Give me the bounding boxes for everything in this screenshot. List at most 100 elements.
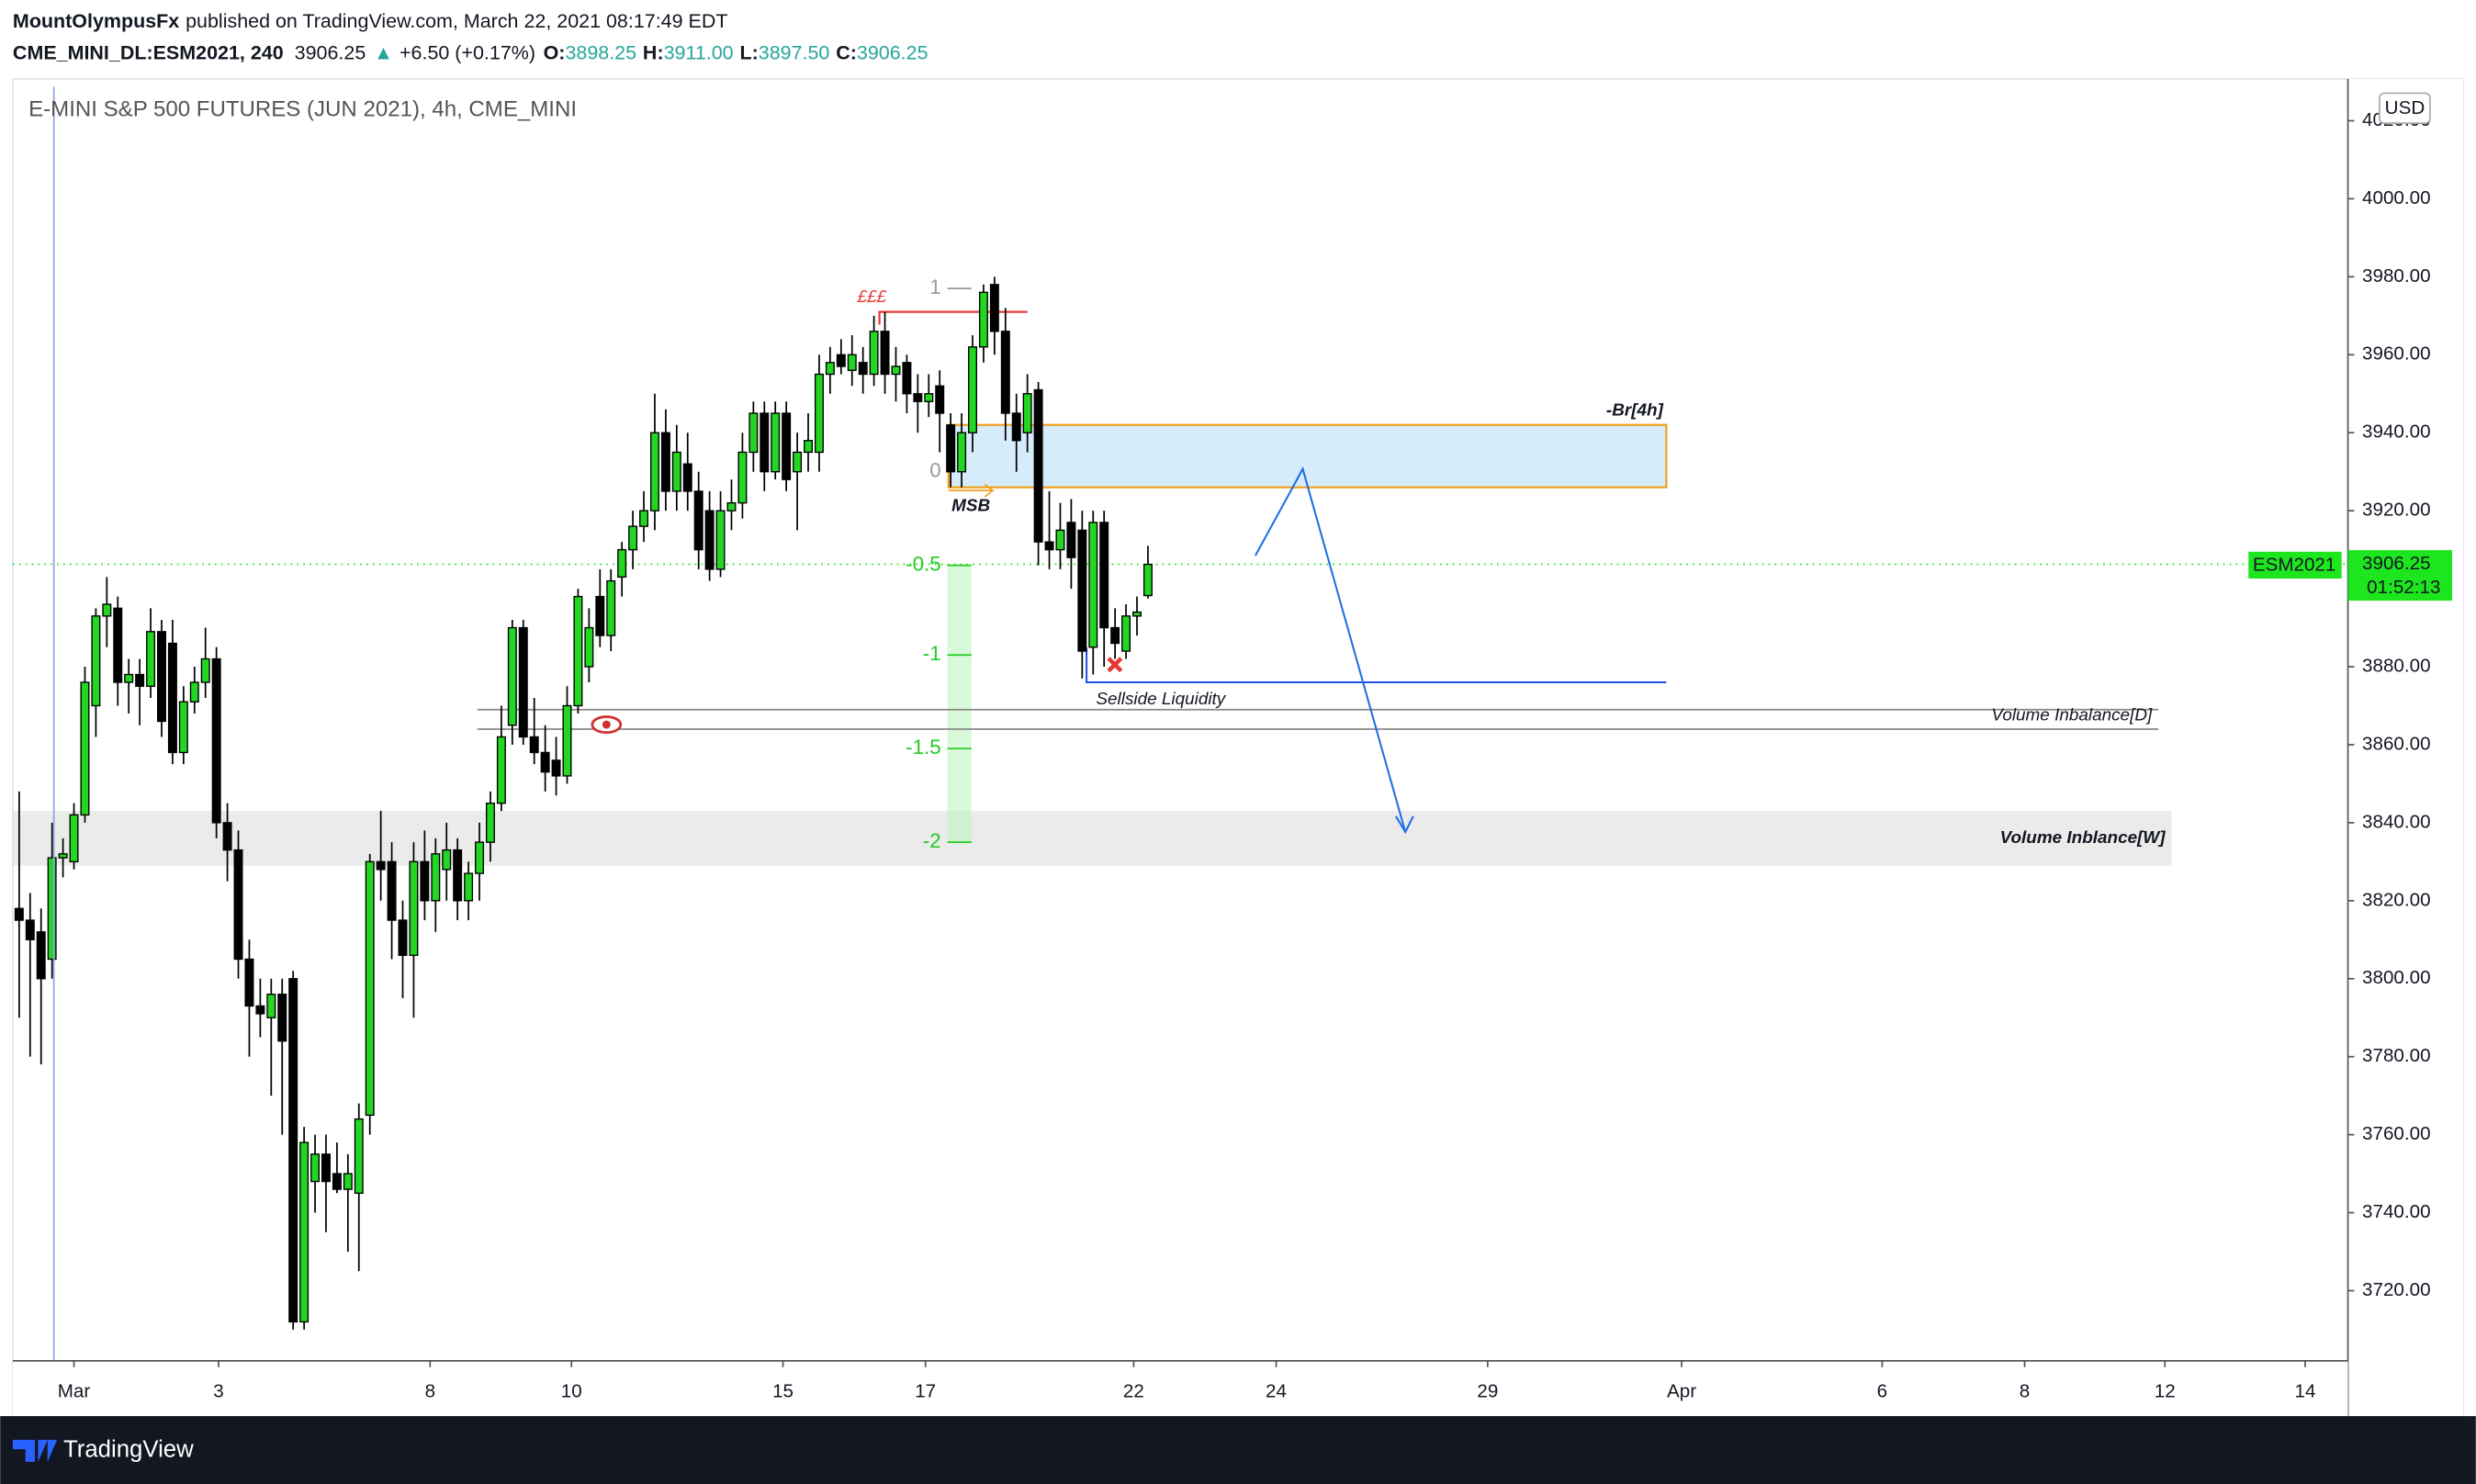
ohlc-value: 3897.50 (759, 41, 830, 63)
candle-body (682, 463, 692, 492)
candle-body (715, 510, 726, 570)
header-line: MountOlympusFx published on TradingView.c… (13, 10, 728, 32)
candle-body (1121, 615, 1131, 652)
projection (1255, 466, 1407, 833)
candle-body (617, 548, 627, 579)
candle-body (968, 346, 977, 433)
projection-head (1395, 815, 1414, 835)
candle-body (299, 1141, 310, 1323)
candle-body (288, 978, 298, 1323)
x-tick-label: Mar (58, 1381, 91, 1402)
candle-body (354, 1118, 364, 1194)
fib-label: -1.5 (906, 736, 940, 759)
candle-body (793, 451, 803, 473)
candle-body (376, 860, 386, 871)
x-tick-label: 3 (213, 1381, 223, 1402)
candle-body (310, 1153, 321, 1183)
x-tick-label: 22 (1123, 1381, 1144, 1402)
price-axis-bg (2347, 78, 2464, 1417)
candle-body (36, 931, 46, 980)
logo (12, 1439, 58, 1462)
candle-body (233, 849, 243, 961)
candle-body (453, 849, 463, 902)
volume-label: Volume Inbalance[D] (1991, 706, 2153, 725)
candle-body (485, 802, 495, 843)
price-tag (2347, 550, 2453, 601)
candle-body (135, 673, 145, 687)
candle-body (1132, 611, 1142, 617)
ohlc-value: 3911.00 (664, 41, 734, 63)
candle-body (321, 1153, 331, 1183)
symbol-line: CME_MINI_DL:ESM2021, 240 3906.25 ▲ +6.50 (+… (13, 41, 928, 63)
fib-label: 0 (929, 459, 940, 482)
candle-body (178, 701, 188, 754)
candle-body (1011, 412, 1021, 442)
candle-body (989, 284, 999, 332)
fib-label: 1 (929, 275, 940, 298)
currency: USD (2385, 97, 2425, 118)
candle-body (880, 331, 890, 376)
candle-body (222, 822, 232, 851)
candle-body (420, 860, 430, 902)
candle-body (431, 853, 441, 902)
zone-label: Volume Inblance[W] (2000, 828, 2166, 848)
candle-body (442, 849, 452, 871)
level-line (878, 310, 1028, 325)
candle-body (1022, 393, 1032, 433)
candle-body (200, 658, 210, 683)
candle-body (47, 857, 57, 961)
candle-body (913, 393, 923, 402)
candle-body (891, 365, 901, 376)
ohlc-value: 3898.25 (565, 41, 636, 63)
candle-body (277, 994, 287, 1042)
candle-body (1066, 522, 1076, 558)
candle-body (782, 412, 792, 480)
candle-body (409, 860, 419, 956)
candle-body (814, 373, 824, 454)
candle-body (157, 631, 166, 723)
candle-body (748, 412, 759, 454)
candle-body (69, 814, 79, 863)
candle-body (771, 412, 781, 473)
ohlc-label: L: (739, 41, 758, 63)
x-tick-label: 6 (1877, 1381, 1887, 1402)
candle-body (825, 362, 835, 376)
candle-body (935, 385, 945, 414)
candle-body (551, 759, 561, 777)
candle-body (978, 291, 988, 348)
price-tag-label: 3906.25 (2362, 553, 2431, 574)
candle-body (902, 362, 912, 395)
candle-body (211, 658, 221, 824)
candle-body (1044, 541, 1054, 551)
symbol-tag (2248, 551, 2342, 579)
published: published on TradingView.com, March 22, … (186, 10, 727, 32)
candle-body (113, 607, 123, 683)
sellside-label: Sellside Liquidity (1096, 690, 1226, 709)
candle-body (540, 751, 550, 773)
candle-body (595, 595, 605, 636)
candle-body (1142, 563, 1153, 597)
candle-body (760, 412, 770, 473)
candle-body (58, 853, 68, 859)
y-tick-label: 3800.00 (2362, 967, 2431, 988)
y-tick-label: 3820.00 (2362, 889, 2431, 910)
candle-body (628, 525, 638, 551)
chart-title: E-MINI S&P 500 FUTURES (JUN 2021), 4h, C… (28, 97, 577, 122)
change: +6.50 (+0.17%) (400, 41, 535, 63)
symbol: CME_MINI_DL:ESM2021, 240 (13, 41, 284, 63)
x-tick-label: 8 (425, 1381, 435, 1402)
candle-body (606, 579, 616, 636)
candle-body (25, 919, 35, 940)
candle-body (475, 841, 485, 874)
candle-body (946, 424, 956, 473)
publisher: MountOlympusFx (13, 10, 179, 32)
candle-body (80, 681, 90, 816)
candle-body (639, 510, 649, 527)
candle-body (858, 362, 868, 376)
countdown: 01:52:13 (2367, 577, 2440, 598)
x-tick-label: 24 (1266, 1381, 1287, 1402)
cross-marker (1107, 657, 1123, 673)
y-tick-label: 3880.00 (2362, 655, 2431, 676)
